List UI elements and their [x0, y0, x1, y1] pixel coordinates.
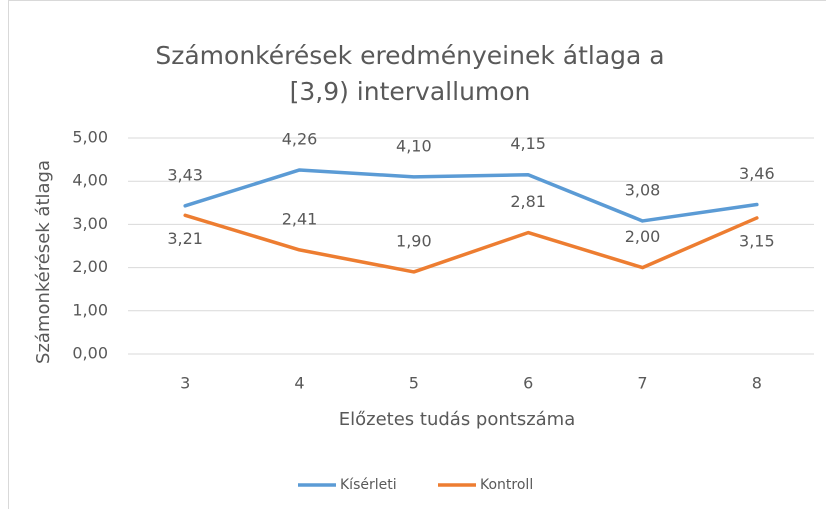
x-axis-label: Előzetes tudás pontszáma: [339, 409, 576, 430]
x-tick-label: 4: [294, 374, 304, 393]
x-tick-label: 5: [409, 374, 419, 393]
x-tick-label: 6: [523, 374, 533, 393]
legend-label: Kísérleti: [340, 477, 397, 493]
data-label: 2,81: [510, 192, 546, 211]
legend-label: Kontroll: [480, 477, 533, 493]
data-label: 3,46: [739, 164, 775, 183]
chart-border: [8, 0, 826, 509]
y-tick-label: 3,00: [72, 214, 108, 233]
data-label: 2,00: [625, 227, 661, 246]
data-label: 1,90: [396, 231, 432, 250]
data-label: 3,08: [625, 180, 661, 199]
x-tick-label: 7: [637, 374, 647, 393]
y-tick-label: 5,00: [72, 128, 108, 147]
data-label: 4,26: [282, 129, 318, 148]
data-label: 3,21: [167, 229, 203, 248]
series-line: [183, 168, 759, 223]
y-tick-label: 4,00: [72, 171, 108, 190]
data-label: 2,41: [282, 209, 318, 228]
y-axis-label: Számonkérések átlaga: [33, 160, 54, 364]
x-tick-label: 8: [752, 374, 762, 393]
y-tick-label: 2,00: [72, 257, 108, 276]
chart-title: Számonkérések eredményeinek átlaga a [3,…: [155, 41, 665, 106]
data-label: 4,15: [510, 134, 546, 153]
data-label: 3,15: [739, 231, 775, 250]
series-line: [183, 213, 759, 274]
y-tick-label: 0,00: [72, 344, 108, 363]
y-tick-label: 1,00: [72, 300, 108, 319]
data-label: 4,10: [396, 136, 432, 155]
data-label: 3,43: [167, 165, 203, 184]
x-tick-label: 3: [180, 374, 190, 393]
